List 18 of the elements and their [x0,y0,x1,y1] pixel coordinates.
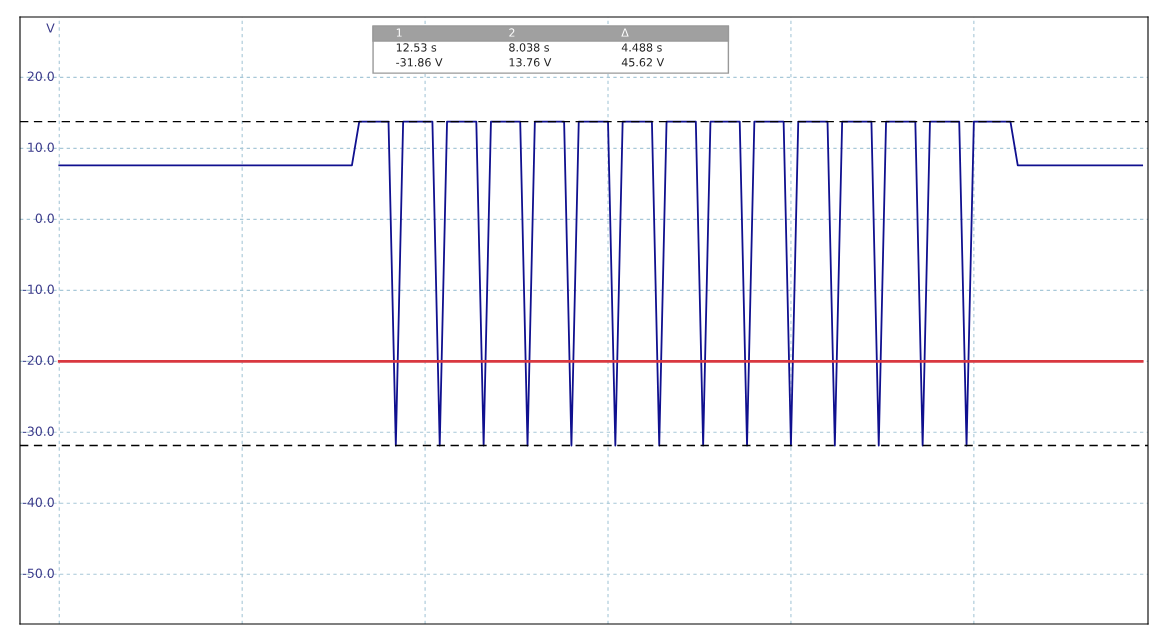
annotation: 45.62 V [621,58,665,67]
annotation: -31.86 V [396,58,443,67]
annotation: 12.53 s [396,43,437,52]
annotation: 1 [396,28,402,37]
y-tick-label: -10.0 [22,284,54,294]
y-tick-label: -20.0 [22,355,54,365]
annotation: 8.038 s [509,43,550,52]
y-tick-label: 20.0 [27,71,54,81]
annotation: 4.488 s [621,43,662,52]
annotation: 2 [509,28,515,37]
annotation: Δ [621,28,629,37]
y-tick-label: -30.0 [22,426,54,436]
annotation: 13.76 V [509,58,552,67]
y-tick-label: 10.0 [28,142,54,152]
y-tick-label: -50.0 [22,568,54,578]
y-tick-label: 0.0 [35,213,54,223]
y-axis-title: V [46,23,55,33]
y-tick-label: -40.0 [22,497,54,507]
